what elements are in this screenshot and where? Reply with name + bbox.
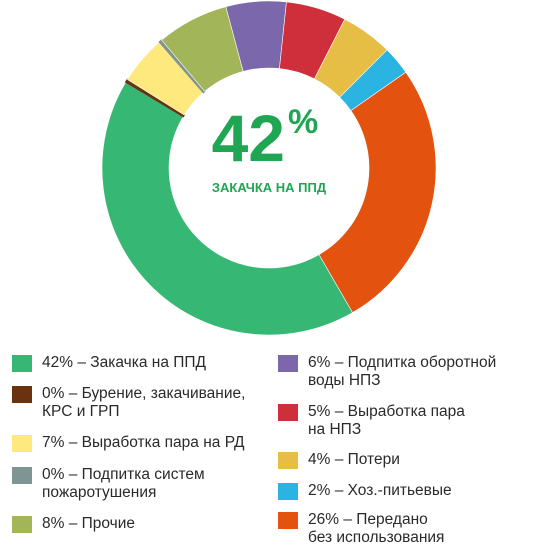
- legend-item: 0% – Бурение, закачивание, КРС и ГРП: [12, 385, 245, 421]
- legend-item: 26% – Передано без использования: [278, 511, 444, 547]
- legend-item: 5% – Выработка пара на НПЗ: [278, 403, 465, 439]
- donut-slice: [161, 6, 244, 92]
- legend-swatch: [278, 404, 298, 421]
- legend-label: 26% – Передано без использования: [308, 511, 445, 546]
- legend-swatch: [278, 483, 298, 500]
- legend-label: 0% – Бурение, закачивание, КРС и ГРП: [42, 385, 246, 420]
- legend-item: 2% – Хоз.-питьевые: [278, 482, 452, 500]
- legend: 42% – Закачка на ППД 0% – Бурение, закач…: [0, 345, 545, 552]
- center-label: ЗАКАЧКА НА ППД: [212, 180, 327, 195]
- center-value: 42: [212, 101, 285, 175]
- legend-label: 8% – Прочие: [42, 515, 136, 532]
- legend-item: 42% – Закачка на ППД: [12, 354, 206, 372]
- legend-swatch: [278, 512, 298, 529]
- legend-label: 4% – Потери: [308, 451, 400, 468]
- donut-slice: [318, 71, 437, 314]
- legend-item: 6% – Подпитка оборотной воды НПЗ: [278, 354, 496, 390]
- legend-item: 4% – Потери: [278, 451, 400, 469]
- donut-slice: [101, 81, 353, 336]
- legend-item: 7% – Выработка пара на РД: [12, 434, 245, 452]
- donut-chart: 42 % ЗАКАЧКА НА ППД: [101, 0, 437, 336]
- legend-item: 8% – Прочие: [12, 515, 135, 533]
- legend-swatch: [278, 355, 298, 372]
- legend-label: 5% – Выработка пара на НПЗ: [308, 403, 465, 438]
- legend-label: 2% – Хоз.-питьевые: [308, 482, 452, 499]
- legend-swatch: [12, 467, 32, 484]
- legend-label: 0% – Подпитка систем пожаротушения: [42, 466, 205, 501]
- legend-swatch: [12, 516, 32, 533]
- legend-swatch: [278, 452, 298, 469]
- donut-slices: [101, 0, 437, 336]
- legend-label: 42% – Закачка на ППД: [42, 354, 207, 371]
- legend-item: 0% – Подпитка систем пожаротушения: [12, 466, 205, 502]
- legend-swatch: [12, 386, 32, 403]
- center-unit: %: [288, 103, 318, 141]
- legend-label: 6% – Подпитка оборотной воды НПЗ: [308, 354, 497, 389]
- legend-swatch: [12, 435, 32, 452]
- legend-label: 7% – Выработка пара на РД: [42, 434, 245, 451]
- legend-swatch: [12, 355, 32, 372]
